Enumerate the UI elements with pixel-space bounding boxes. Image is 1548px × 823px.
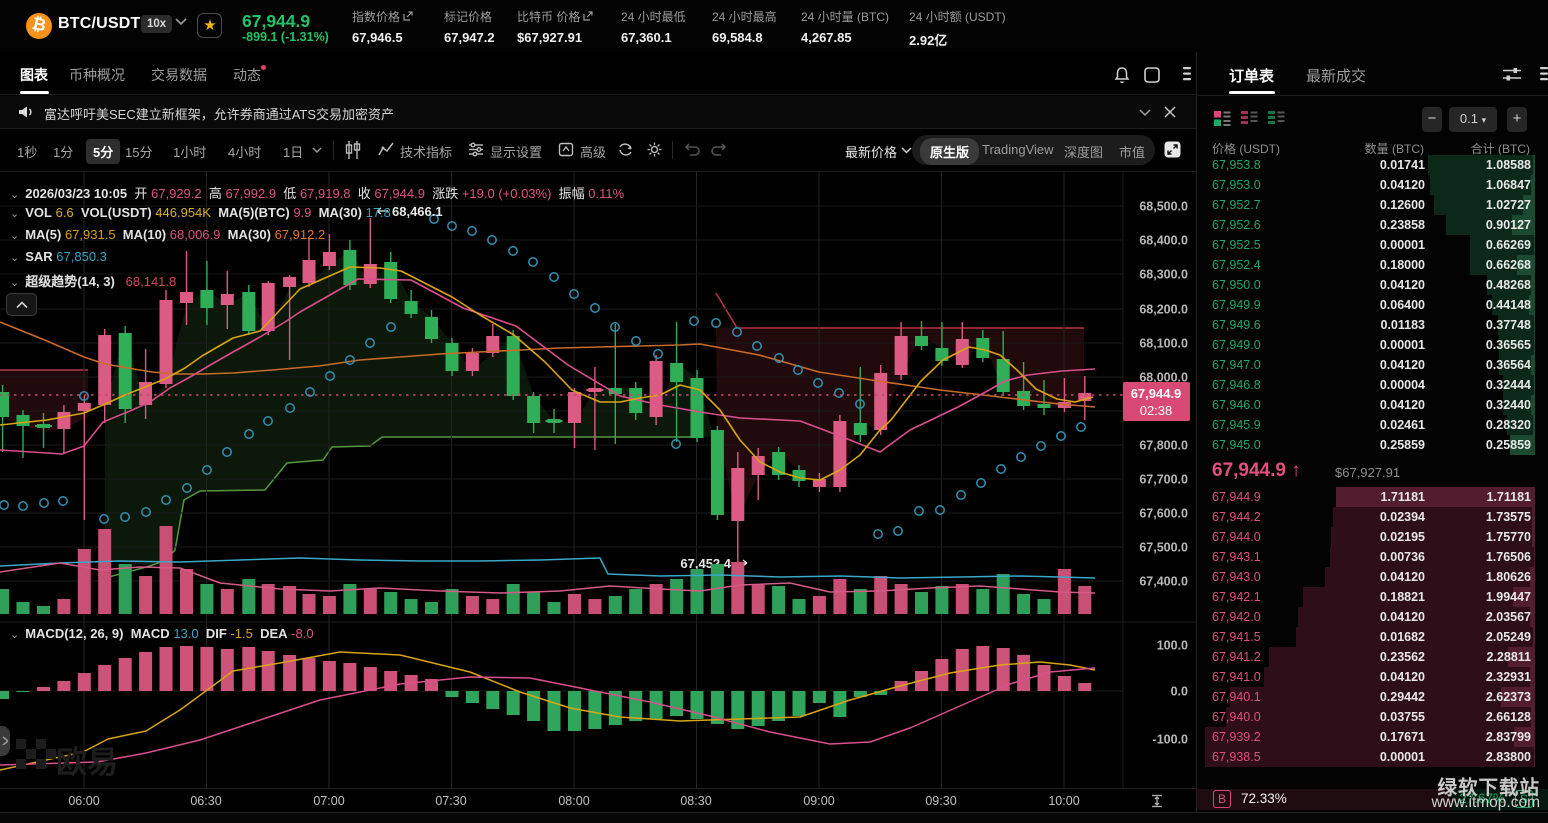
svg-text:67,944.9: 67,944.9: [1131, 386, 1182, 401]
svg-text:68,100.0: 68,100.0: [1139, 337, 1188, 351]
svg-text:-100.0: -100.0: [1153, 733, 1188, 747]
svg-text:68,500.0: 68,500.0: [1139, 200, 1188, 214]
svg-text:68,300.0: 68,300.0: [1139, 268, 1188, 282]
svg-text:100.0: 100.0: [1157, 639, 1188, 653]
svg-text:67,700.0: 67,700.0: [1139, 473, 1188, 487]
svg-text:67,400.0: 67,400.0: [1139, 575, 1188, 589]
svg-text:02:38: 02:38: [1140, 403, 1173, 418]
svg-text:67,600.0: 67,600.0: [1139, 507, 1188, 521]
svg-text:67,800.0: 67,800.0: [1139, 439, 1188, 453]
svg-text:67,500.0: 67,500.0: [1139, 541, 1188, 555]
svg-text:68,200.0: 68,200.0: [1139, 303, 1188, 317]
svg-text:67,452.4: 67,452.4: [680, 556, 731, 571]
svg-text:68,000.0: 68,000.0: [1139, 371, 1188, 385]
svg-text:68,466.1: 68,466.1: [392, 204, 443, 219]
svg-text:0.0: 0.0: [1171, 685, 1188, 699]
svg-text:68,400.0: 68,400.0: [1139, 234, 1188, 248]
